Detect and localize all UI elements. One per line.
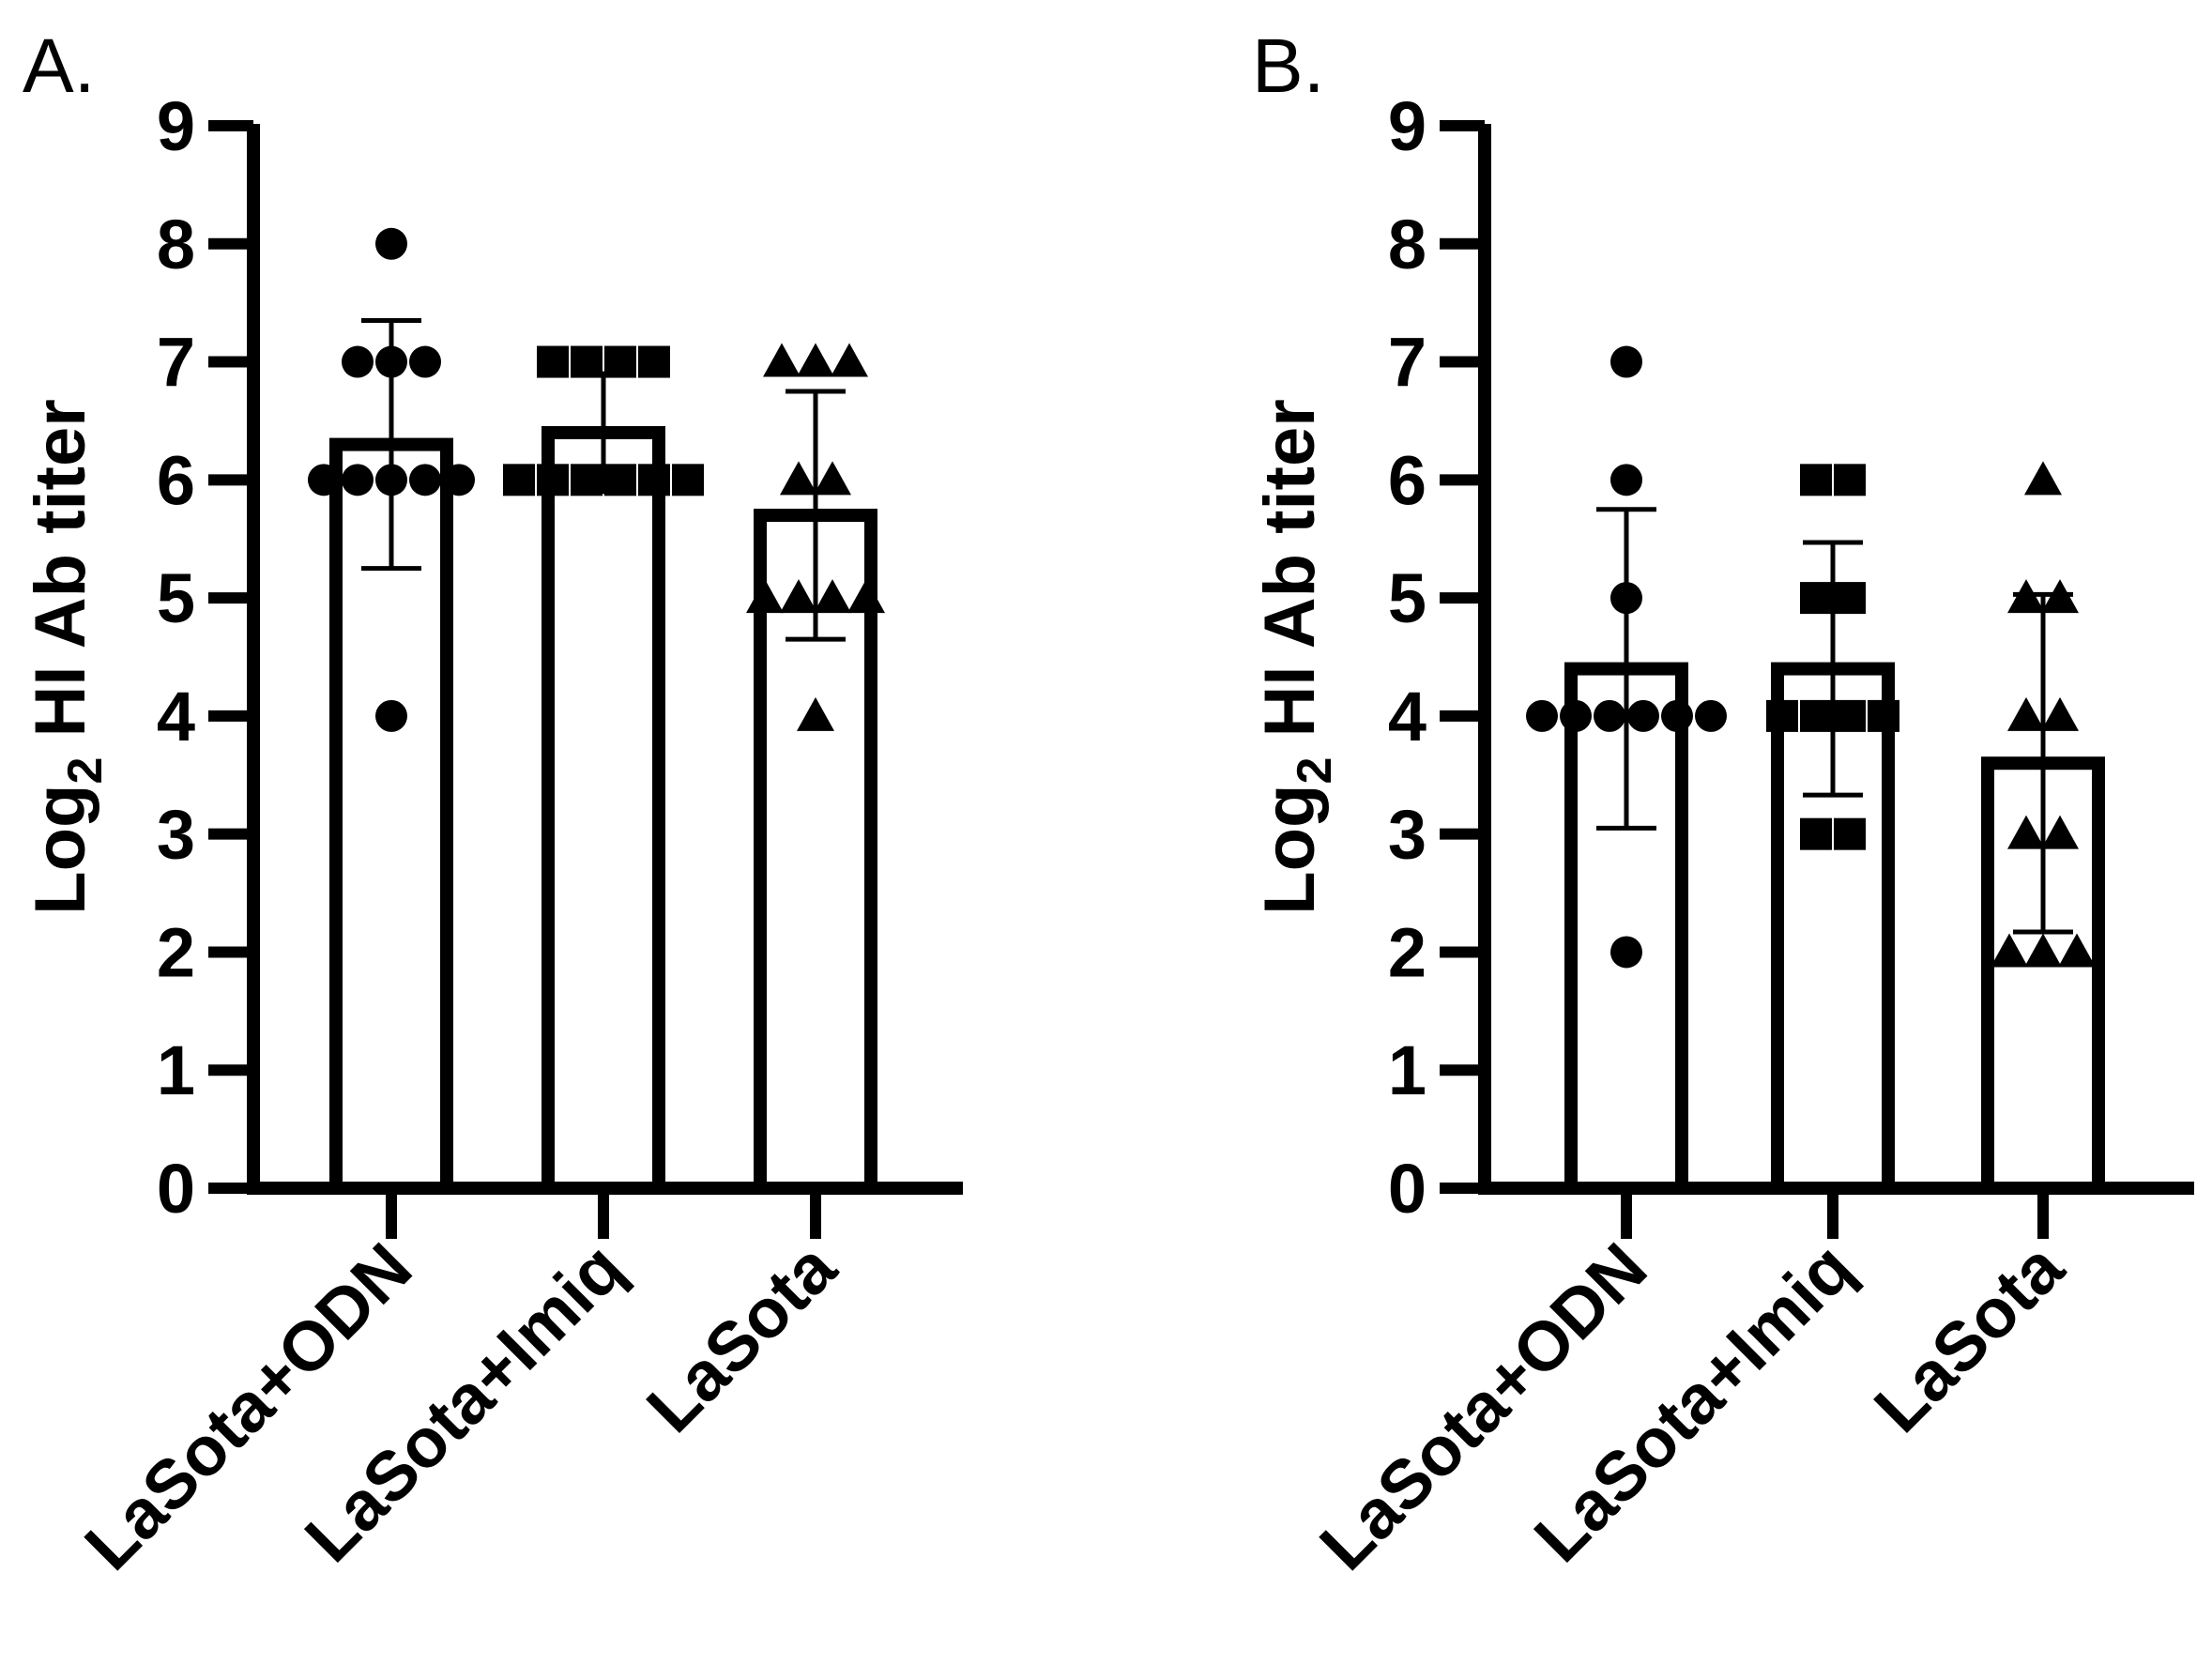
- data-point-square: [1868, 699, 1899, 732]
- data-point-circle: [409, 345, 441, 378]
- y-tick-label: 5: [157, 559, 195, 637]
- y-axis-label-rest: HI Ab titer: [1250, 399, 1330, 756]
- y-tick-label: 2: [1388, 913, 1426, 991]
- y-tick-label: 9: [1388, 87, 1426, 165]
- data-point-square: [638, 345, 670, 378]
- data-point-triangle: [2041, 579, 2079, 614]
- panel-a: A.Log2 HI Ab titer0123456789LaSota+ODNLa…: [21, 23, 963, 1585]
- y-tick-label: 4: [157, 678, 195, 756]
- data-point-square: [571, 464, 603, 496]
- data-point-triangle: [2024, 933, 2062, 968]
- data-point-square: [638, 464, 670, 496]
- data-point-triangle: [2007, 579, 2045, 614]
- y-tick-label: 7: [157, 324, 195, 402]
- data-point-square: [604, 464, 636, 496]
- y-axis-label-log: Log: [21, 785, 100, 915]
- x-category-label: LaSota: [1859, 1228, 2079, 1447]
- data-point-circle: [1661, 699, 1693, 732]
- y-tick-label: 1: [157, 1031, 195, 1109]
- data-point-circle: [1695, 699, 1727, 732]
- data-point-circle: [443, 464, 475, 496]
- y-tick-label: 8: [157, 206, 195, 283]
- data-point-triangle: [814, 461, 851, 496]
- y-axis-label: Log2 HI Ab titer: [1250, 399, 1342, 915]
- data-point-square: [537, 345, 569, 378]
- data-point-square: [1834, 464, 1866, 496]
- data-point-circle: [1610, 464, 1642, 496]
- y-tick-label: 0: [157, 1150, 195, 1228]
- y-axis-label-rest: HI Ab titer: [21, 399, 100, 756]
- data-point-triangle: [2058, 933, 2096, 968]
- data-point-triangle: [780, 579, 817, 614]
- data-point-square: [1800, 699, 1832, 732]
- y-tick-label: 3: [157, 796, 195, 874]
- data-point-circle: [1610, 582, 1642, 615]
- data-point-triangle: [2007, 696, 2045, 731]
- data-point-circle: [409, 464, 441, 496]
- data-point-circle: [375, 464, 407, 496]
- data-point-square: [537, 464, 569, 496]
- data-point-circle: [308, 464, 340, 496]
- data-point-circle: [375, 227, 407, 260]
- data-point-square: [503, 464, 535, 496]
- data-point-square: [604, 345, 636, 378]
- panel-label: A.: [23, 23, 95, 109]
- data-point-triangle: [2041, 696, 2079, 731]
- x-category-label: LaSota: [632, 1228, 851, 1447]
- data-point-square: [672, 464, 704, 496]
- data-point-square: [1766, 699, 1798, 732]
- data-point-square: [1834, 582, 1866, 615]
- bar: [329, 437, 453, 1196]
- data-point-circle: [1560, 699, 1592, 732]
- panel-b: B.Log2 HI Ab titer0123456789LaSota+ODNLa…: [1250, 23, 2194, 1585]
- y-tick-label: 8: [1388, 206, 1426, 283]
- data-point-triangle: [746, 579, 784, 614]
- y-axis-label-log: Log: [1250, 785, 1330, 915]
- data-point-square: [1800, 817, 1832, 850]
- data-point-square: [1800, 464, 1832, 496]
- y-tick-label: 0: [1388, 1150, 1426, 1228]
- data-point-square: [1800, 582, 1832, 615]
- data-point-circle: [342, 464, 374, 496]
- y-tick-label: 2: [157, 913, 195, 991]
- data-point-circle: [342, 345, 374, 378]
- data-point-triangle: [780, 461, 817, 496]
- y-tick-label: 4: [1388, 678, 1426, 756]
- data-point-triangle: [814, 579, 851, 614]
- data-point-circle: [375, 345, 407, 378]
- data-point-square: [571, 345, 603, 378]
- data-point-triangle: [797, 343, 834, 377]
- data-point-circle: [1627, 699, 1659, 732]
- data-point-square: [1834, 817, 1866, 850]
- y-tick-label: 1: [1388, 1031, 1426, 1109]
- data-point-circle: [1526, 699, 1558, 732]
- y-tick-label: 7: [1388, 324, 1426, 402]
- y-tick-label: 3: [1388, 796, 1426, 874]
- y-tick-label: 6: [1388, 441, 1426, 519]
- data-point-triangle: [831, 343, 868, 377]
- data-point-circle: [375, 699, 407, 732]
- y-axis-label-subscript: 2: [58, 757, 113, 785]
- data-point-triangle: [847, 579, 885, 614]
- data-point-triangle: [2007, 815, 2045, 849]
- data-point-circle: [1610, 936, 1642, 969]
- panel-label: B.: [1252, 23, 1324, 109]
- data-point-triangle: [2024, 461, 2062, 496]
- y-axis-label-subscript: 2: [1288, 757, 1342, 785]
- data-point-triangle: [1991, 933, 2028, 968]
- data-point-square: [1834, 699, 1866, 732]
- y-tick-label: 6: [157, 441, 195, 519]
- y-tick-label: 9: [157, 87, 195, 165]
- data-point-triangle: [2041, 815, 2079, 849]
- bar: [542, 426, 665, 1195]
- data-point-circle: [1610, 345, 1642, 378]
- y-axis-label: Log2 HI Ab titer: [21, 399, 113, 915]
- data-point-triangle: [797, 696, 834, 731]
- y-tick-label: 5: [1388, 559, 1426, 637]
- data-point-circle: [1594, 699, 1625, 732]
- data-point-triangle: [763, 343, 801, 377]
